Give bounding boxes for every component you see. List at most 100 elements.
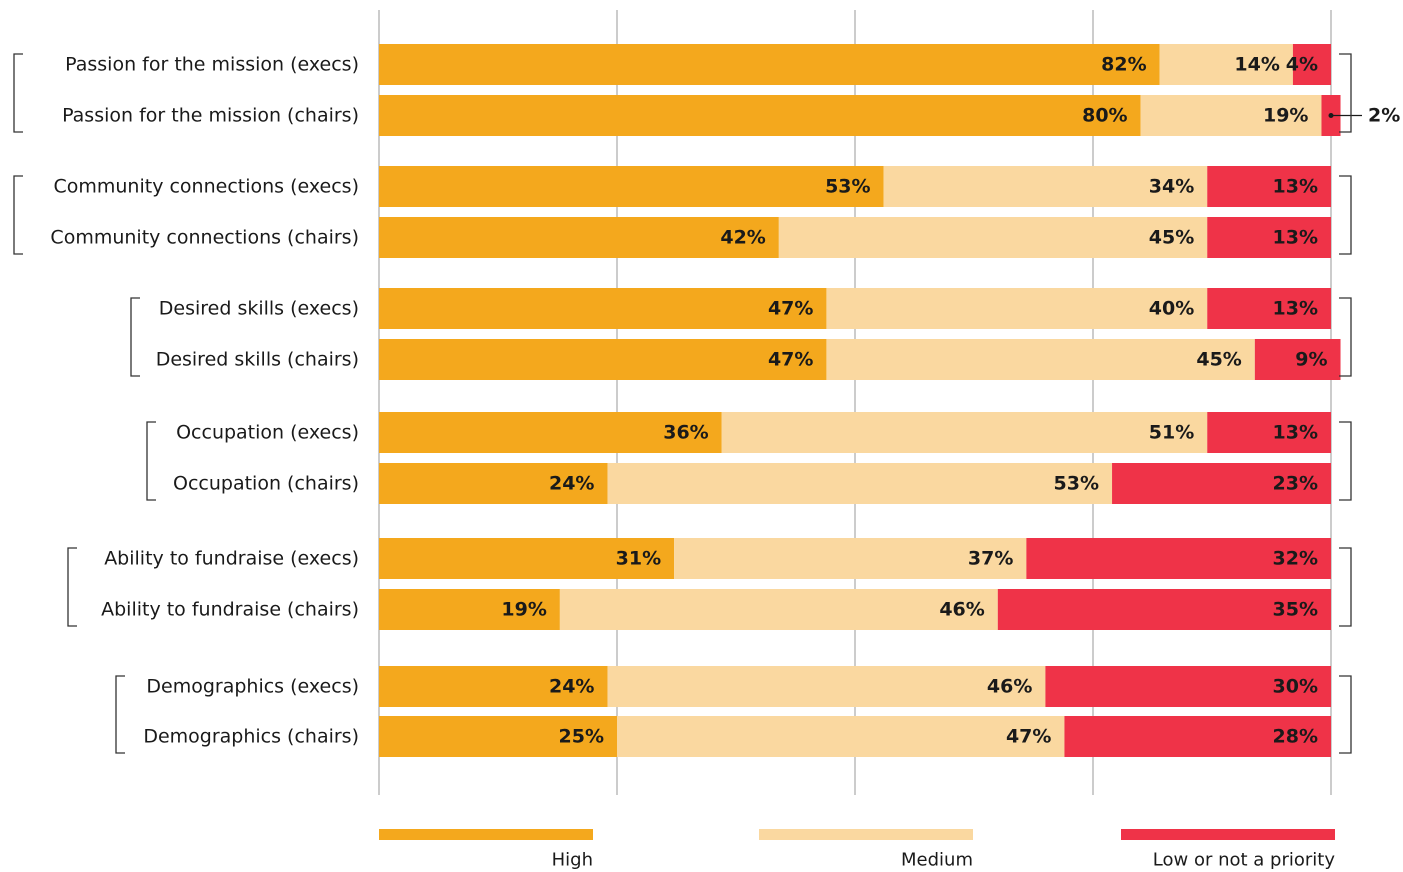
value-label-low-or-not-a-priority-1: 4%	[1286, 54, 1318, 76]
bar-medium-12	[617, 716, 1065, 757]
group-bracket-right	[1339, 297, 1352, 377]
bar-high-2	[379, 95, 1141, 136]
value-label-medium-10: 46%	[939, 599, 984, 621]
bar-low-or-not-a-priority-9	[1026, 538, 1331, 579]
category-label-community-connections-chairs: Community connections (chairs)	[50, 227, 359, 249]
category-label-desired-skills-chairs: Desired skills (chairs)	[156, 349, 359, 371]
bar-medium-9	[674, 538, 1027, 579]
value-label-medium-7: 51%	[1149, 422, 1194, 444]
value-label-high-10: 19%	[501, 599, 546, 621]
bar-medium-4	[778, 217, 1208, 258]
value-label-medium-6: 45%	[1196, 349, 1241, 371]
bar-low-or-not-a-priority-12	[1064, 716, 1331, 757]
bar-low-or-not-a-priority-7	[1207, 412, 1331, 453]
value-label-medium-5: 40%	[1149, 298, 1194, 320]
category-label-ability-to-fundraise-execs: Ability to fundraise (execs)	[104, 548, 359, 570]
value-label-low-or-not-a-priority-2: 2%	[1368, 105, 1400, 127]
bar-high-5	[379, 288, 827, 329]
value-label-low-or-not-a-priority-7: 13%	[1273, 422, 1318, 444]
value-label-low-or-not-a-priority-8: 23%	[1273, 473, 1318, 495]
value-label-low-or-not-a-priority-5: 13%	[1273, 298, 1318, 320]
bar-low-or-not-a-priority-6	[1254, 339, 1341, 380]
bar-high-9	[379, 538, 675, 579]
bar-medium-1	[1159, 44, 1293, 85]
value-label-high-4: 42%	[720, 227, 765, 249]
value-label-high-12: 25%	[559, 726, 604, 748]
bar-high-11	[379, 666, 608, 707]
group-bracket-left	[130, 297, 140, 377]
bar-low-or-not-a-priority-11	[1045, 666, 1331, 707]
value-label-medium-12: 47%	[1006, 726, 1051, 748]
group-bracket-right	[1339, 675, 1352, 754]
group-bracket-left	[115, 675, 125, 754]
bar-medium-10	[559, 589, 998, 630]
group-bracket-left	[13, 175, 23, 255]
bar-medium-5	[826, 288, 1208, 329]
value-label-medium-2: 19%	[1263, 105, 1308, 127]
category-label-demographics-chairs: Demographics (chairs)	[143, 726, 359, 748]
value-label-high-11: 24%	[549, 676, 594, 698]
legend-label-high: High	[552, 850, 593, 871]
group-bracket-left	[146, 421, 156, 501]
group-bracket-right	[1339, 175, 1352, 255]
bar-high-12	[379, 716, 617, 757]
group-bracket-right	[1339, 53, 1352, 133]
value-label-low-or-not-a-priority-9: 32%	[1273, 548, 1318, 570]
group-bracket-left	[13, 53, 23, 133]
bar-high-10	[379, 589, 560, 630]
value-label-low-or-not-a-priority-10: 35%	[1273, 599, 1318, 621]
bar-low-or-not-a-priority-4	[1207, 217, 1331, 258]
value-label-medium-8: 53%	[1054, 473, 1099, 495]
value-label-high-3: 53%	[825, 176, 870, 198]
bar-low-or-not-a-priority-3	[1207, 166, 1331, 207]
bar-low-or-not-a-priority-1	[1292, 44, 1331, 85]
bar-low-or-not-a-priority-8	[1112, 463, 1331, 504]
value-label-high-2: 80%	[1082, 105, 1127, 127]
bar-high-8	[379, 463, 608, 504]
bar-high-1	[379, 44, 1160, 85]
value-label-high-6: 47%	[768, 349, 813, 371]
bar-high-6	[379, 339, 827, 380]
category-label-occupation-chairs: Occupation (chairs)	[173, 473, 359, 495]
value-label-high-1: 82%	[1101, 54, 1146, 76]
value-label-medium-4: 45%	[1149, 227, 1194, 249]
group-bracket-right	[1339, 421, 1352, 501]
group-bracket-right	[1339, 547, 1352, 627]
value-label-low-or-not-a-priority-12: 28%	[1273, 726, 1318, 748]
value-label-high-9: 31%	[616, 548, 661, 570]
value-label-low-or-not-a-priority-4: 13%	[1273, 227, 1318, 249]
bar-high-4	[379, 217, 779, 258]
category-label-passion-for-the-mission-execs: Passion for the mission (execs)	[65, 54, 359, 76]
bar-high-7	[379, 412, 722, 453]
category-label-occupation-execs: Occupation (execs)	[176, 422, 359, 444]
value-label-high-7: 36%	[663, 422, 708, 444]
bar-low-or-not-a-priority-10	[997, 589, 1331, 630]
category-label-ability-to-fundraise-chairs: Ability to fundraise (chairs)	[101, 599, 359, 621]
value-label-low-or-not-a-priority-3: 13%	[1273, 176, 1318, 198]
bar-medium-6	[826, 339, 1255, 380]
bar-high-3	[379, 166, 884, 207]
category-label-community-connections-execs: Community connections (execs)	[53, 176, 359, 198]
legend-label-low-or-not-a-priority: Low or not a priority	[1153, 850, 1336, 871]
bar-medium-7	[721, 412, 1208, 453]
category-label-demographics-execs: Demographics (execs)	[146, 676, 359, 698]
value-label-low-or-not-a-priority-6: 9%	[1295, 349, 1327, 371]
category-label-desired-skills-execs: Desired skills (execs)	[159, 298, 359, 320]
bar-medium-8	[607, 463, 1113, 504]
value-label-medium-11: 46%	[987, 676, 1032, 698]
bar-low-or-not-a-priority-5	[1207, 288, 1331, 329]
value-label-medium-3: 34%	[1149, 176, 1194, 198]
legend-swatch-low-or-not-a-priority	[1121, 829, 1335, 840]
value-label-low-or-not-a-priority-11: 30%	[1273, 676, 1318, 698]
legend-swatch-medium	[759, 829, 973, 840]
value-label-high-8: 24%	[549, 473, 594, 495]
value-label-medium-9: 37%	[968, 548, 1013, 570]
value-label-high-5: 47%	[768, 298, 813, 320]
bar-medium-3	[883, 166, 1208, 207]
value-label-medium-1: 14%	[1234, 54, 1279, 76]
category-label-passion-for-the-mission-chairs: Passion for the mission (chairs)	[62, 105, 359, 127]
legend-label-medium: Medium	[901, 850, 973, 871]
bar-medium-11	[607, 666, 1046, 707]
bar-medium-2	[1140, 95, 1322, 136]
